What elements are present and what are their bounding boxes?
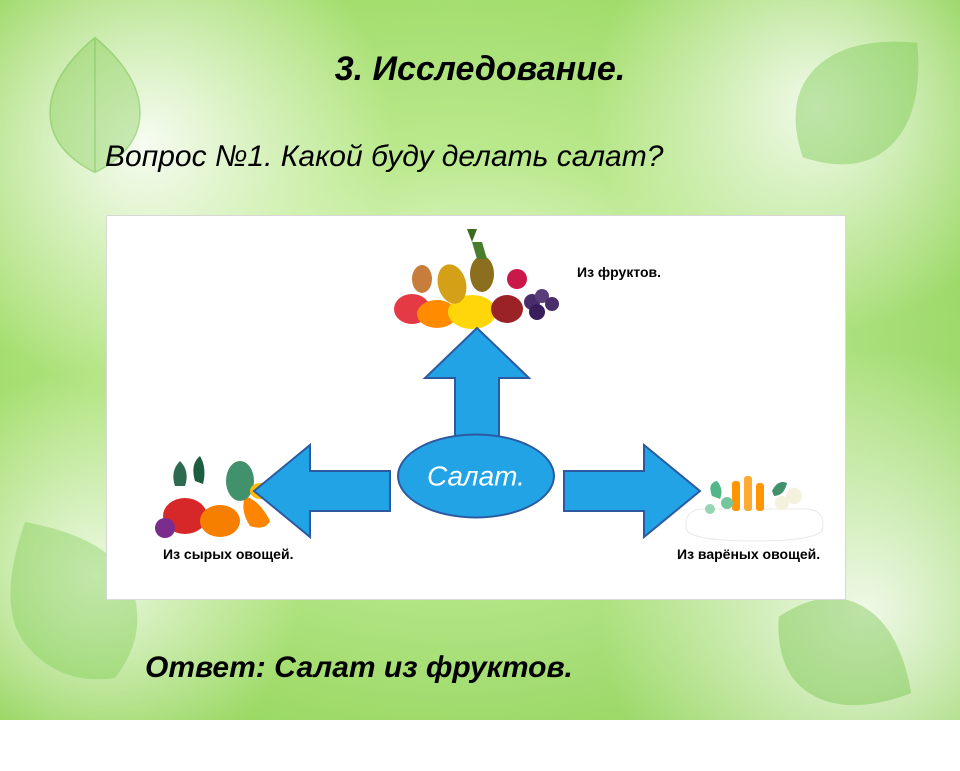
- diagram-panel: Из фруктов. Из: [106, 215, 846, 600]
- diagram-inner: Из фруктов. Из: [107, 216, 845, 599]
- arrow-fruits: [417, 326, 537, 446]
- arrow-raw-veg: [252, 441, 392, 546]
- center-label: Салат.: [427, 460, 525, 492]
- option-label-fruits: Из фруктов.: [577, 264, 661, 280]
- arrow-boiled-veg: [562, 441, 702, 546]
- option-label-boiled-veg: Из варёных овощей.: [677, 546, 820, 562]
- slide-title: 3. Исследование.: [335, 50, 626, 89]
- option-label-raw-veg: Из сырых овощей.: [163, 546, 293, 562]
- food-cluster-boiled-veg: [682, 441, 827, 546]
- food-cluster-fruits: [377, 224, 577, 329]
- slide-content: 3. Исследование. Вопрос №1. Какой буду д…: [0, 0, 960, 720]
- slide-answer: Ответ: Салат из фруктов.: [145, 651, 573, 685]
- diagram-center: Салат.: [397, 434, 555, 519]
- slide-question: Вопрос №1. Какой буду делать салат?: [105, 140, 663, 174]
